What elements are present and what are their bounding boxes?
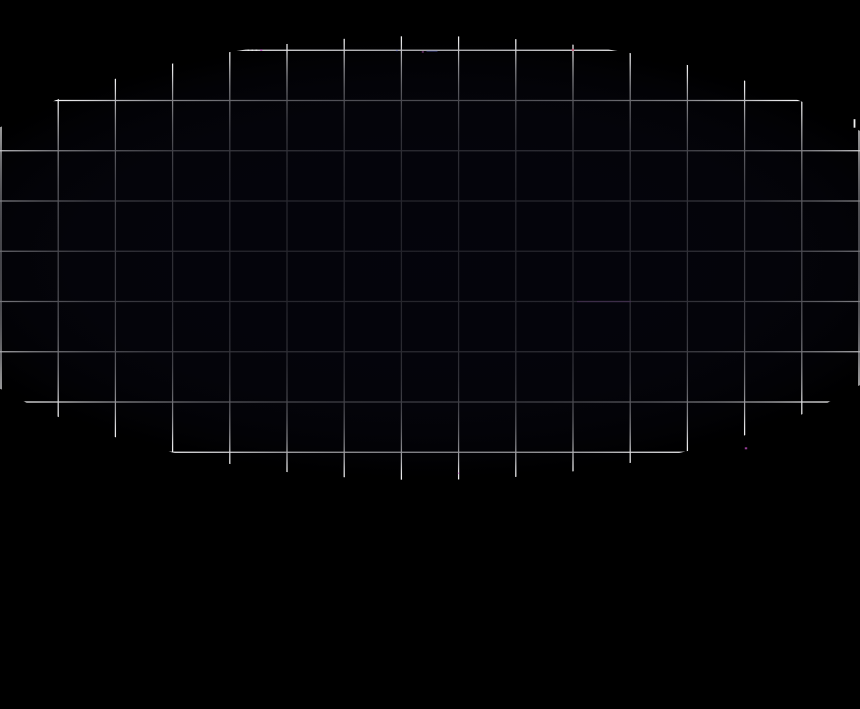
chroma-artifact: [853, 119, 856, 128]
chroma-artifact: [744, 447, 748, 450]
chroma-artifact: [260, 49, 263, 51]
chroma-artifact: [255, 49, 258, 51]
chroma-artifacts-group: [247, 48, 856, 475]
chroma-artifact: [421, 51, 424, 53]
chroma-artifact: [395, 49, 398, 52]
chroma-artifact: [251, 49, 254, 51]
chroma-artifact: [426, 50, 438, 52]
chroma-artifact: [247, 49, 250, 51]
chroma-artifact: [457, 472, 460, 475]
chroma-artifact: [571, 48, 574, 51]
chroma-artifact: [577, 300, 631, 303]
vignette-overlay: [0, 36, 860, 480]
